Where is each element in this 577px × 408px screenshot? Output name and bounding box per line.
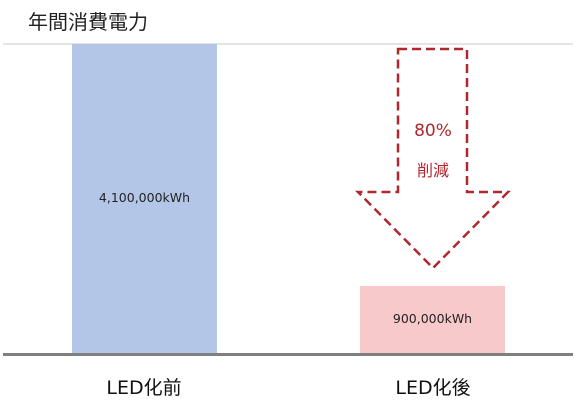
chart-title: 年間消費電力 (28, 10, 148, 34)
reduction-percent: 80% (414, 121, 452, 141)
category-label-after: LED化後 (395, 377, 471, 399)
bar-led-before (72, 44, 217, 354)
reduction-arrow (355, 47, 511, 270)
category-label-before: LED化前 (106, 377, 182, 399)
bar-value-label-before: 4,100,000kWh (98, 190, 191, 205)
bar-led-after (360, 285, 505, 354)
reduction-label: 削減 (416, 161, 449, 180)
bar-value-label-after: 900,000kWh (392, 310, 473, 326)
